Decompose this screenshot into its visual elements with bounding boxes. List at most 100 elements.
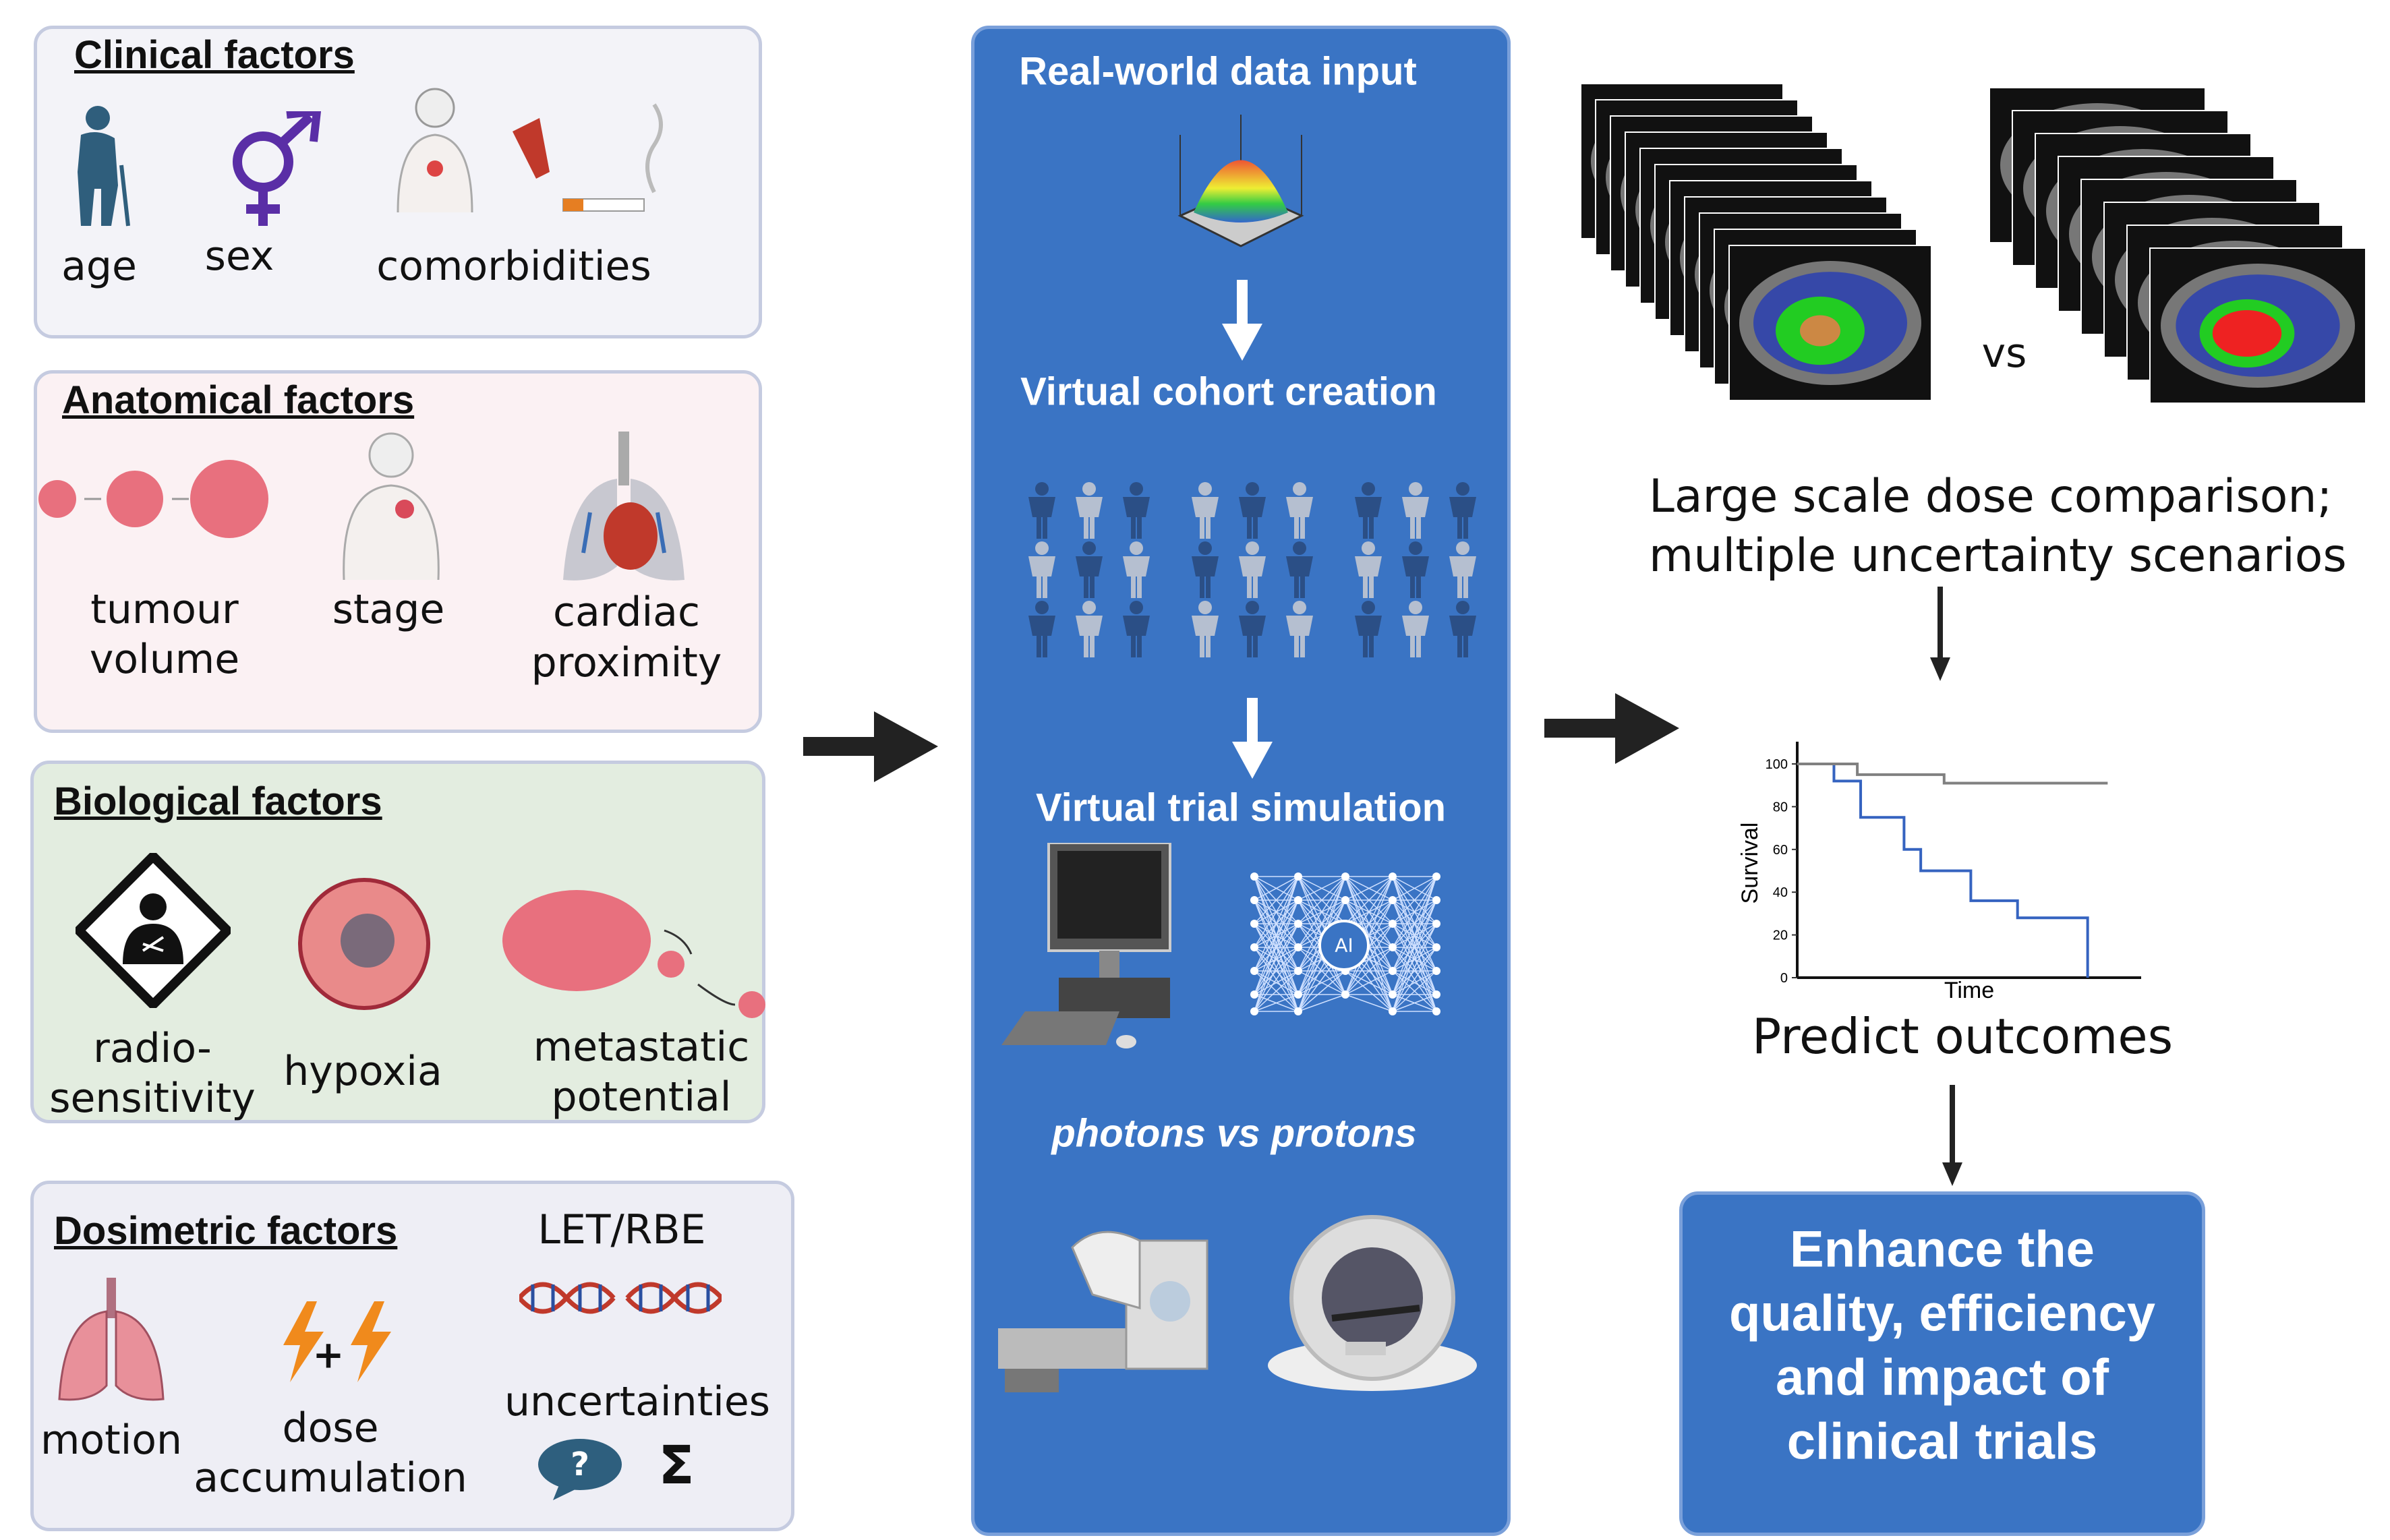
arrow-down-icon — [1930, 587, 1950, 681]
arrow-down-icon — [1232, 698, 1273, 779]
nn-node — [1389, 967, 1397, 975]
label-let-rbe: LET/RBE — [537, 1206, 706, 1253]
label-hypoxia: hypoxia — [283, 1048, 442, 1095]
person-icon — [1449, 482, 1476, 539]
nn-node — [1294, 967, 1302, 975]
enhance-text-4: clinical trials — [1786, 1413, 2098, 1471]
person-icon — [1402, 482, 1429, 539]
comorbidities-icon — [397, 88, 663, 213]
enhance-text-1: Enhance the — [1790, 1220, 2095, 1278]
nn-node — [1389, 896, 1397, 904]
person-icon — [1192, 482, 1219, 539]
nn-node — [1432, 920, 1440, 928]
radiosensitivity-hazard-icon — [76, 853, 231, 1008]
nn-node — [1250, 967, 1258, 975]
person-icon — [1123, 601, 1150, 657]
anatomical-title: Anatomical factors — [62, 378, 415, 422]
metastatic-cells-icon — [502, 890, 765, 1018]
y-axis-label: Survival — [1737, 823, 1763, 904]
enhance-text-2: quality, efficiency — [1728, 1284, 2156, 1342]
label-motion: motion — [40, 1417, 183, 1464]
nn-node — [1432, 896, 1440, 904]
person-icon — [1286, 601, 1313, 657]
nn-node — [1250, 943, 1258, 951]
nn-node — [1250, 1007, 1258, 1015]
arrow-right-icon — [803, 711, 938, 782]
person-icon — [1076, 482, 1103, 539]
virtual-cohort-people — [1028, 482, 1476, 657]
arrow-right-icon — [1544, 693, 1679, 764]
nn-node — [1294, 990, 1302, 999]
label-dose-accumulation-1: dose — [282, 1404, 379, 1452]
label-comorbidities: comorbidities — [376, 243, 651, 290]
computer-icon — [1001, 843, 1171, 1048]
label-tumour-volume-2: volume — [89, 636, 240, 683]
nn-node — [1341, 872, 1349, 881]
nn-node — [1294, 1007, 1302, 1015]
lungs-heart-icon — [563, 432, 684, 581]
nn-node — [1294, 920, 1302, 928]
label-metastatic-potential-1: metastatic — [533, 1024, 750, 1071]
ai-label: AI — [1335, 934, 1353, 957]
stage-body-icon — [343, 432, 440, 580]
sex-symbol-icon — [233, 111, 322, 226]
y-tick-label: 80 — [1773, 800, 1788, 815]
person-icon — [1286, 482, 1313, 539]
nn-node — [1432, 1007, 1440, 1015]
nn-node — [1250, 872, 1258, 881]
person-icon — [1286, 541, 1313, 598]
3d-surface-plot-icon — [1177, 115, 1304, 247]
nn-node — [1389, 943, 1397, 951]
person-icon — [1355, 601, 1382, 657]
person-icon — [1076, 601, 1103, 657]
y-tick-label: 60 — [1773, 843, 1788, 858]
arrow-down-icon — [1942, 1085, 1962, 1186]
y-tick-label: 0 — [1780, 971, 1788, 986]
ct-dose-stack-photons — [1581, 84, 1932, 401]
elderly-person-icon — [78, 106, 130, 227]
label-dose-accumulation-2: accumulation — [194, 1454, 467, 1502]
person-icon — [1028, 601, 1055, 657]
ct-slice — [2149, 247, 2366, 404]
label-sex: sex — [204, 233, 274, 280]
ct-dose-stack-protons — [1989, 88, 2366, 404]
lightning-icon — [283, 1301, 324, 1382]
person-icon — [1449, 601, 1476, 657]
speech-bubble-icon — [538, 1439, 622, 1500]
person-icon — [1192, 601, 1219, 657]
dose-comparison-text-2: multiple uncertainty scenarios — [1649, 529, 2347, 583]
tumour-growth-icon — [38, 460, 268, 538]
y-tick-label: 40 — [1773, 885, 1788, 900]
label-metastatic-potential-2: potential — [551, 1073, 732, 1121]
survival-chart: Survival Time 0 20 40 60 80 100 — [1737, 742, 2141, 1003]
label-radiosensitivity-1: radio- — [93, 1025, 212, 1072]
step-real-world-data: Real-world data input — [1019, 49, 1417, 94]
y-tick-label: 100 — [1766, 757, 1788, 772]
nn-node — [1389, 1007, 1397, 1015]
label-age: age — [61, 243, 137, 290]
person-icon — [1239, 601, 1266, 657]
label-stage: stage — [332, 586, 445, 633]
lungs-motion-icon — [58, 1278, 165, 1401]
nn-node — [1432, 872, 1440, 881]
nn-node — [1250, 990, 1258, 999]
nn-node — [1341, 896, 1349, 904]
nn-node — [1389, 920, 1397, 928]
nn-node — [1389, 990, 1397, 999]
nn-node — [1294, 896, 1302, 904]
person-icon — [1076, 541, 1103, 598]
proton-gantry-icon — [1268, 1215, 1477, 1391]
person-icon — [1355, 541, 1382, 598]
question-mark: ? — [571, 1446, 589, 1483]
person-icon — [1402, 601, 1429, 657]
nn-node — [1250, 896, 1258, 904]
enhance-text-3: and impact of — [1775, 1349, 2109, 1406]
step-virtual-cohort: Virtual cohort creation — [1020, 369, 1437, 414]
clinical-factors-box — [34, 26, 762, 338]
photons-vs-protons: photons vs protons — [1051, 1111, 1417, 1156]
x-axis-label: Time — [1944, 978, 1994, 1003]
person-icon — [1123, 482, 1150, 539]
label-radiosensitivity-2: sensitivity — [49, 1075, 256, 1122]
nn-node — [1389, 872, 1397, 881]
nn-node — [1294, 943, 1302, 951]
